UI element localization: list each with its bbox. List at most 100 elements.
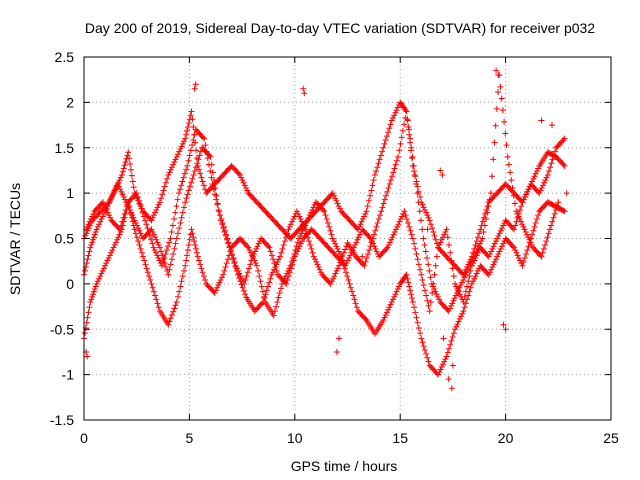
data-point-marker [425, 261, 432, 268]
data-point-marker [110, 190, 117, 197]
data-point-marker [141, 257, 148, 264]
data-point-marker [352, 300, 359, 307]
data-point-marker [355, 234, 362, 241]
data-point-marker [341, 265, 348, 272]
data-point-marker [389, 296, 396, 303]
data-point-marker [427, 299, 434, 306]
data-point-marker [377, 212, 384, 219]
data-point-marker [335, 203, 342, 210]
data-point-marker [538, 117, 545, 124]
data-point-marker [342, 262, 349, 269]
data-point-marker [409, 153, 416, 160]
data-point-marker [427, 274, 434, 281]
data-point-marker [221, 229, 228, 236]
data-point-marker [511, 200, 518, 207]
data-point-marker [426, 217, 433, 224]
data-point-marker [519, 199, 526, 206]
data-point-marker [462, 288, 469, 295]
data-point-marker [311, 256, 318, 263]
data-point-marker [299, 238, 306, 245]
data-point-marker [492, 256, 499, 263]
data-point-marker [407, 227, 414, 234]
data-point-marker [278, 249, 285, 256]
data-point-marker [369, 182, 376, 189]
data-point-marker [97, 273, 104, 280]
data-point-marker [420, 343, 427, 350]
data-point-marker [148, 226, 155, 233]
data-point-marker [540, 245, 547, 252]
data-point-marker [240, 179, 247, 186]
data-point-marker [349, 288, 356, 295]
data-point-marker [84, 256, 91, 263]
data-point-marker [455, 287, 462, 294]
data-point-marker [114, 236, 121, 243]
data-point-marker [153, 296, 160, 303]
y-tick-label: 2 [66, 94, 74, 110]
data-point-marker [148, 217, 155, 224]
data-point-marker [211, 191, 218, 198]
data-point-marker [297, 216, 304, 223]
data-point-marker [337, 259, 344, 266]
data-point-marker [225, 240, 232, 247]
data-point-marker [560, 136, 567, 143]
data-point-marker [335, 248, 342, 255]
data-point-marker [96, 221, 103, 228]
data-point-marker [389, 114, 396, 121]
data-point-marker [322, 212, 329, 219]
data-point-marker [417, 194, 424, 201]
data-point-marker [431, 232, 438, 239]
data-point-marker [376, 156, 383, 163]
data-point-marker [154, 252, 161, 259]
data-point-marker [236, 171, 243, 178]
data-point-marker [514, 252, 521, 259]
data-point-marker [217, 276, 224, 283]
data-point-marker [406, 131, 413, 138]
data-point-marker [403, 216, 410, 223]
data-point-marker [362, 258, 369, 265]
y-tick-label: 1 [66, 185, 74, 201]
data-point-marker [395, 283, 402, 290]
data-point-marker [391, 293, 398, 300]
data-point-marker [260, 299, 267, 306]
data-point-marker [417, 330, 424, 337]
y-tick-label: 2.5 [55, 49, 75, 65]
data-point-marker [239, 284, 246, 291]
data-point-marker [179, 209, 186, 216]
data-point-marker [439, 361, 446, 368]
data-point-marker [467, 267, 474, 274]
data-point-marker [109, 191, 116, 198]
data-point-marker [487, 190, 494, 197]
data-point-marker [493, 67, 500, 74]
data-point-marker [366, 234, 373, 241]
data-point-marker [486, 269, 493, 276]
data-point-marker [240, 288, 247, 295]
data-point-marker [361, 213, 368, 220]
data-point-marker [411, 171, 418, 178]
data-point-marker [165, 243, 172, 250]
data-point-marker [424, 254, 431, 261]
data-point-marker [189, 116, 196, 123]
data-point-marker [542, 241, 549, 248]
data-point-marker [139, 209, 146, 216]
data-point-marker [525, 243, 532, 250]
data-point-marker [313, 258, 320, 265]
data-point-marker [243, 184, 250, 191]
data-point-marker [179, 178, 186, 185]
data-point-marker [535, 212, 542, 219]
data-point-marker [464, 283, 471, 290]
data-point-marker [356, 223, 363, 230]
data-point-marker [148, 236, 155, 243]
data-point-marker [182, 135, 189, 142]
data-point-marker [461, 274, 468, 281]
data-point-marker [539, 249, 546, 256]
data-point-marker [561, 135, 568, 142]
data-point-marker [327, 227, 334, 234]
data-point-marker [398, 134, 405, 141]
data-point-marker [89, 239, 96, 246]
data-point-marker [491, 240, 498, 247]
data-point-marker [258, 300, 265, 307]
data-point-marker [353, 304, 360, 311]
data-point-marker [194, 253, 201, 260]
data-point-marker [297, 232, 304, 239]
